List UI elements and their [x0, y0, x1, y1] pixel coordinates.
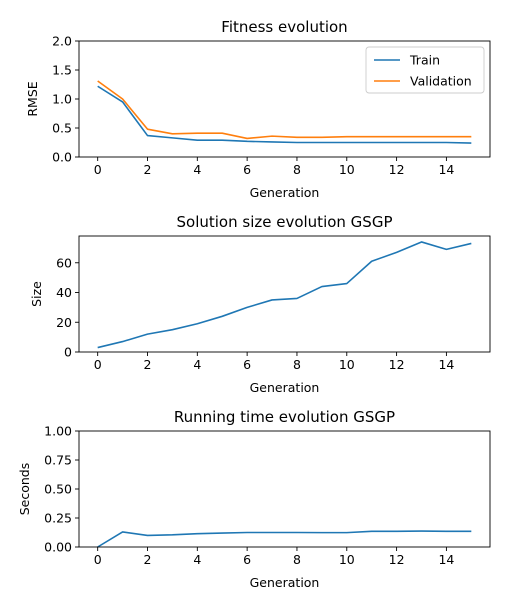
y-tick-label: 0.50 — [44, 482, 72, 497]
legend-label-train: Train — [409, 53, 440, 68]
x-axis-label: Generation — [250, 380, 320, 395]
chart-2: Solution size evolution GSGP 0 2 4 6 8 10 12 14 0… — [29, 213, 490, 395]
y-tick-label: 2.0 — [52, 34, 72, 49]
y-tick-label: 1.00 — [44, 424, 72, 439]
chart-title: Solution size evolution GSGP — [177, 213, 393, 231]
y-axis-label: Size — [29, 281, 44, 307]
x-tick-label: 10 — [339, 162, 355, 177]
x-tick-label: 8 — [293, 552, 301, 567]
x-tick-label: 14 — [438, 162, 454, 177]
chart-3: Running time evolution GSGP 0 2 4 6 8 10 12 14 0.… — [17, 408, 490, 590]
y-tick-label: 1.5 — [52, 63, 72, 78]
x-tick-label: 10 — [339, 357, 355, 372]
y-tick-label: 0.75 — [44, 453, 72, 468]
chart-title: Running time evolution GSGP — [174, 408, 395, 426]
y-tick-label: 1.0 — [52, 92, 72, 107]
y-tick-label: 40 — [56, 285, 72, 300]
y-tick-label: 0.5 — [52, 121, 72, 136]
y-axis-label: RMSE — [25, 81, 40, 116]
series-line-seconds — [98, 531, 472, 547]
x-tick-label: 2 — [144, 357, 152, 372]
plot-frame — [79, 236, 490, 352]
x-tick-label: 12 — [389, 162, 405, 177]
x-tick-label: 0 — [94, 552, 102, 567]
x-tick-label: 2 — [144, 162, 152, 177]
series-line-size — [98, 242, 472, 348]
y-tick-label: 0.00 — [44, 540, 72, 555]
x-tick-label: 2 — [144, 552, 152, 567]
chart-title: Fitness evolution — [221, 18, 347, 36]
x-tick-label: 4 — [193, 357, 201, 372]
x-tick-label: 0 — [94, 162, 102, 177]
x-tick-label: 14 — [438, 357, 454, 372]
x-tick-label: 6 — [243, 552, 251, 567]
y-tick-label: 0.0 — [52, 150, 72, 165]
series-line-train — [98, 86, 472, 143]
x-tick-label: 12 — [389, 552, 405, 567]
y-tick-label: 60 — [56, 255, 72, 270]
x-tick-label: 10 — [339, 552, 355, 567]
x-tick-label: 12 — [389, 357, 405, 372]
x-axis-label: Generation — [250, 185, 320, 200]
x-tick-label: 6 — [243, 357, 251, 372]
x-tick-label: 8 — [293, 162, 301, 177]
legend-label-validation: Validation — [410, 74, 472, 89]
y-tick-label: 20 — [56, 315, 72, 330]
x-tick-label: 6 — [243, 162, 251, 177]
x-tick-label: 0 — [94, 357, 102, 372]
x-axis-label: Generation — [250, 575, 320, 590]
legend: Train Validation — [366, 47, 484, 93]
y-tick-label: 0 — [64, 345, 72, 360]
x-tick-label: 8 — [293, 357, 301, 372]
chart-1: Fitness evolution 0 2 4 6 8 10 12 14 0.0 0.5 1.0 1.5… — [25, 18, 490, 200]
x-tick-label: 14 — [438, 552, 454, 567]
plot-frame — [79, 431, 490, 547]
x-tick-label: 4 — [193, 552, 201, 567]
y-tick-label: 0.25 — [44, 511, 72, 526]
y-axis-label: Seconds — [17, 463, 32, 516]
x-tick-label: 4 — [193, 162, 201, 177]
